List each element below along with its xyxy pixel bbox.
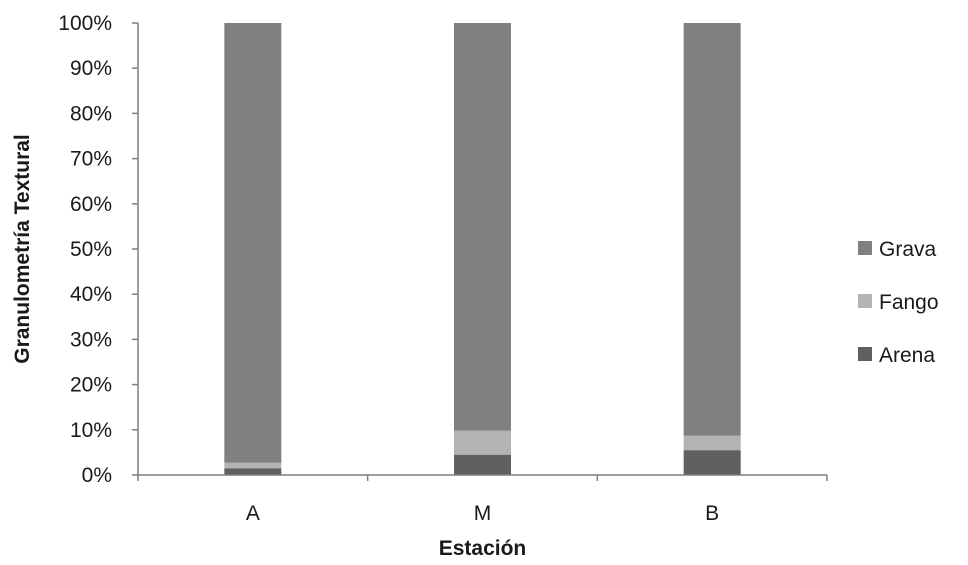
x-tick-label: B xyxy=(705,502,719,525)
y-tick-label: 50% xyxy=(70,238,112,261)
y-tick-label: 80% xyxy=(70,102,112,125)
y-axis-title: Granulometría Textural xyxy=(11,134,34,364)
legend-item-arena: Arena xyxy=(858,344,935,367)
legend-item-grava: Grava xyxy=(858,238,937,261)
bar-segment-arena-m xyxy=(454,454,511,475)
legend-label: Arena xyxy=(879,344,935,367)
y-tick-label: 100% xyxy=(58,12,112,35)
y-tick-label: 40% xyxy=(70,283,112,306)
x-tick-label: M xyxy=(474,502,492,525)
x-axis-title: Estación xyxy=(439,537,527,560)
legend-swatch xyxy=(858,241,872,255)
legend-label: Fango xyxy=(879,291,939,314)
x-tick-label: A xyxy=(246,502,260,525)
legend-swatch xyxy=(858,294,872,308)
bar-segment-fango-m xyxy=(454,430,511,455)
bar-segment-grava-b xyxy=(683,23,741,436)
bar-segment-grava-m xyxy=(454,23,511,431)
y-tick-label: 10% xyxy=(70,419,112,442)
bar-segment-arena-b xyxy=(683,450,741,475)
bar-segment-arena-a xyxy=(224,468,282,475)
bar-segment-fango-a xyxy=(224,462,282,469)
bar-segment-fango-b xyxy=(683,435,741,451)
y-axis: 0% 10% 20% 30% 40% 50% 60% 70% 80% 90% 100% xyxy=(58,12,139,487)
y-tick-label: 0% xyxy=(82,464,112,487)
legend: Grava Fango Arena xyxy=(858,238,939,367)
legend-item-fango: Fango xyxy=(858,291,939,314)
y-tick-label: 60% xyxy=(70,193,112,216)
y-tick-label: 20% xyxy=(70,374,112,397)
legend-label: Grava xyxy=(879,238,937,261)
y-tick-label: 70% xyxy=(70,148,112,171)
y-tick-label: 30% xyxy=(70,328,112,351)
bar-segment-grava-a xyxy=(224,23,282,463)
y-tick-label: 90% xyxy=(70,57,112,80)
plot-area xyxy=(224,23,741,475)
legend-swatch xyxy=(858,347,872,361)
